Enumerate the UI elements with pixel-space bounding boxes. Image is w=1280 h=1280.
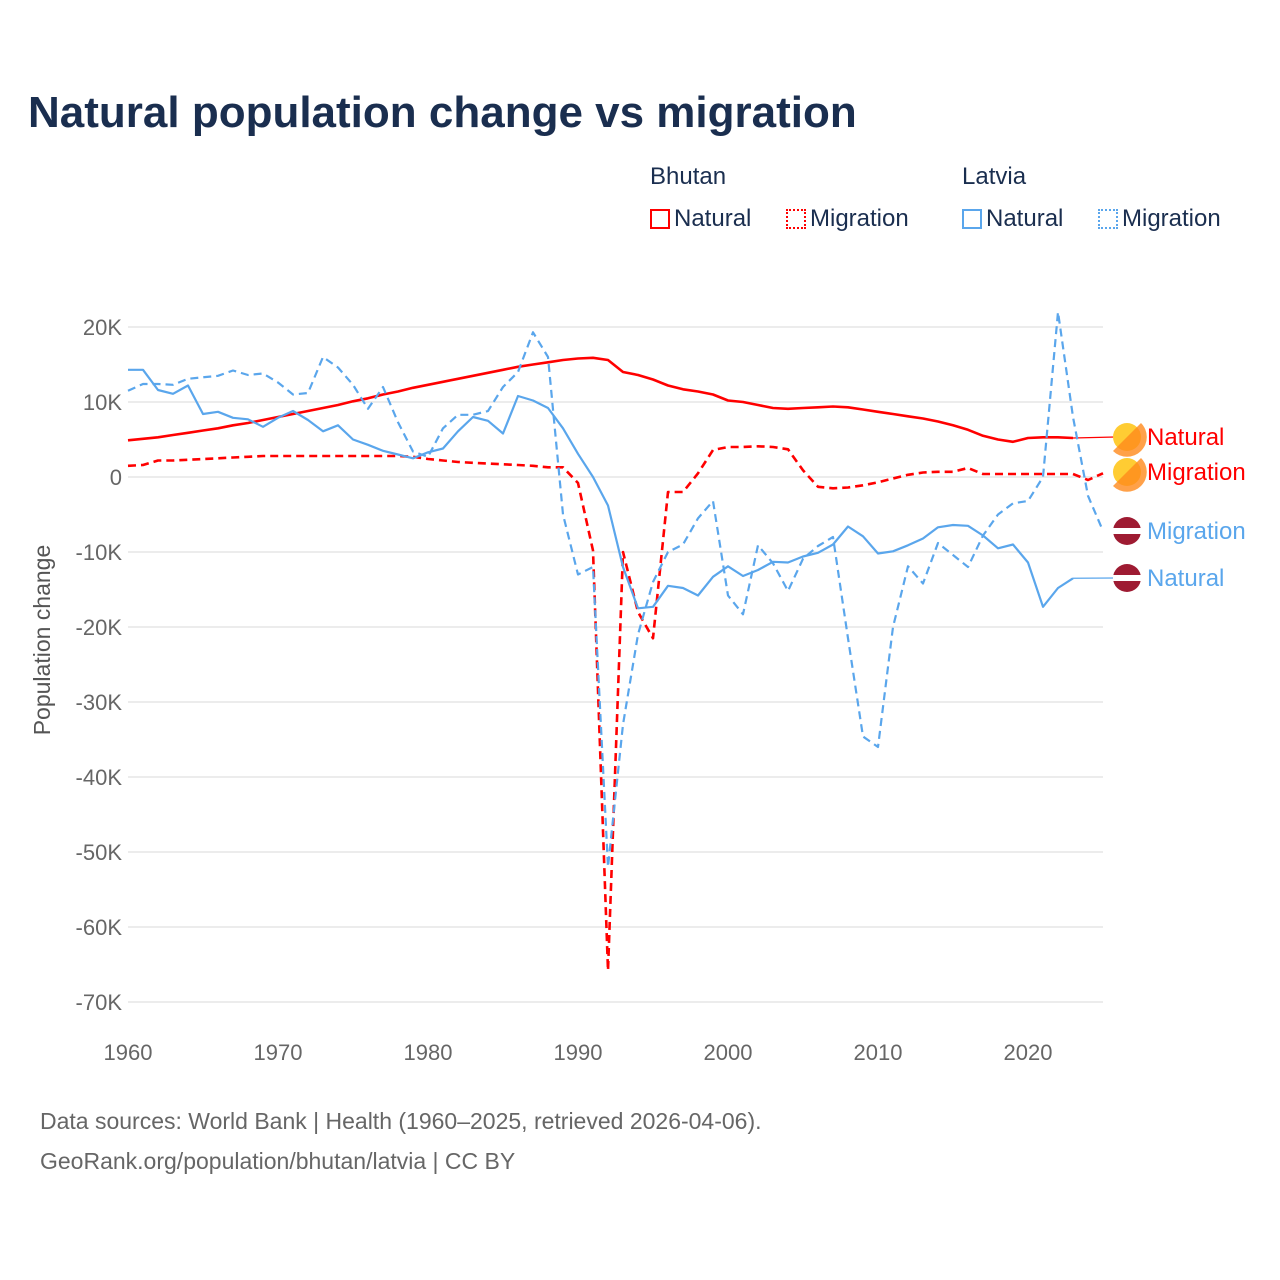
y-tick-label: -40K [76,765,123,790]
series-end-label: Migration [1147,459,1246,486]
legend-group-bhutan: Bhutan [650,163,727,190]
legend-label: Migration [1122,205,1221,232]
y-tick-label: -20K [76,615,123,640]
x-tick-label: 1980 [404,1040,453,1065]
legend-swatch [786,209,806,229]
legend-label: Natural [986,205,1064,232]
legend-swatch [1098,209,1118,229]
series-latvia-migration-line [127,310,1105,869]
series-bhutan-migration-line [127,444,1104,972]
chart-title: Natural population change vs migration [28,88,857,137]
x-tick-label: 1990 [554,1040,603,1065]
y-tick-label: 20K [83,315,122,340]
x-tick-label: 2000 [704,1040,753,1065]
y-tick-label: -70K [76,990,123,1015]
y-tick-label: -60K [76,915,123,940]
legend-group-latvia: Latvia [962,163,1027,190]
y-tick-label: 10K [83,390,122,415]
series-latvia-natural-line [128,368,1074,610]
latvia-flag-icon [1113,528,1141,534]
footer-link[interactable]: GeoRank.org/population/bhutan/latvia | C… [40,1148,516,1174]
latvia-flag-icon [1113,575,1141,581]
legend-bhutan-natural[interactable]: Natural [650,205,751,233]
bhutan-flag-icon [1113,423,1147,457]
series-end-label: Migration [1147,518,1246,545]
legend-latvia-natural[interactable]: Natural [962,205,1063,233]
legend-label: Migration [810,205,909,232]
x-tick-label: 2020 [1004,1040,1053,1065]
series-bhutan-natural-line [127,356,1074,444]
series-end-label: Natural [1147,565,1224,592]
legend-label: Natural [674,205,752,232]
x-tick-label: 1970 [254,1040,303,1065]
y-axis-label: Population change [29,545,55,736]
legend-bhutan-migration[interactable]: Migration [786,205,909,233]
x-tick-label: 1960 [104,1040,153,1065]
legend-latvia-migration[interactable]: Migration [1098,205,1221,233]
y-tick-label: -50K [76,840,123,865]
bhutan-flag-icon [1113,458,1147,492]
x-tick-label: 2010 [854,1040,903,1065]
footer-source: Data sources: World Bank | Health (1960–… [40,1108,762,1134]
series-end-label: Natural [1147,424,1224,451]
label-connector [1072,436,1116,439]
y-tick-label: -10K [76,540,123,565]
y-tick-label: 0 [110,465,122,490]
y-tick-label: -30K [76,690,123,715]
legend-swatch [962,209,982,229]
legend-swatch [650,209,670,229]
